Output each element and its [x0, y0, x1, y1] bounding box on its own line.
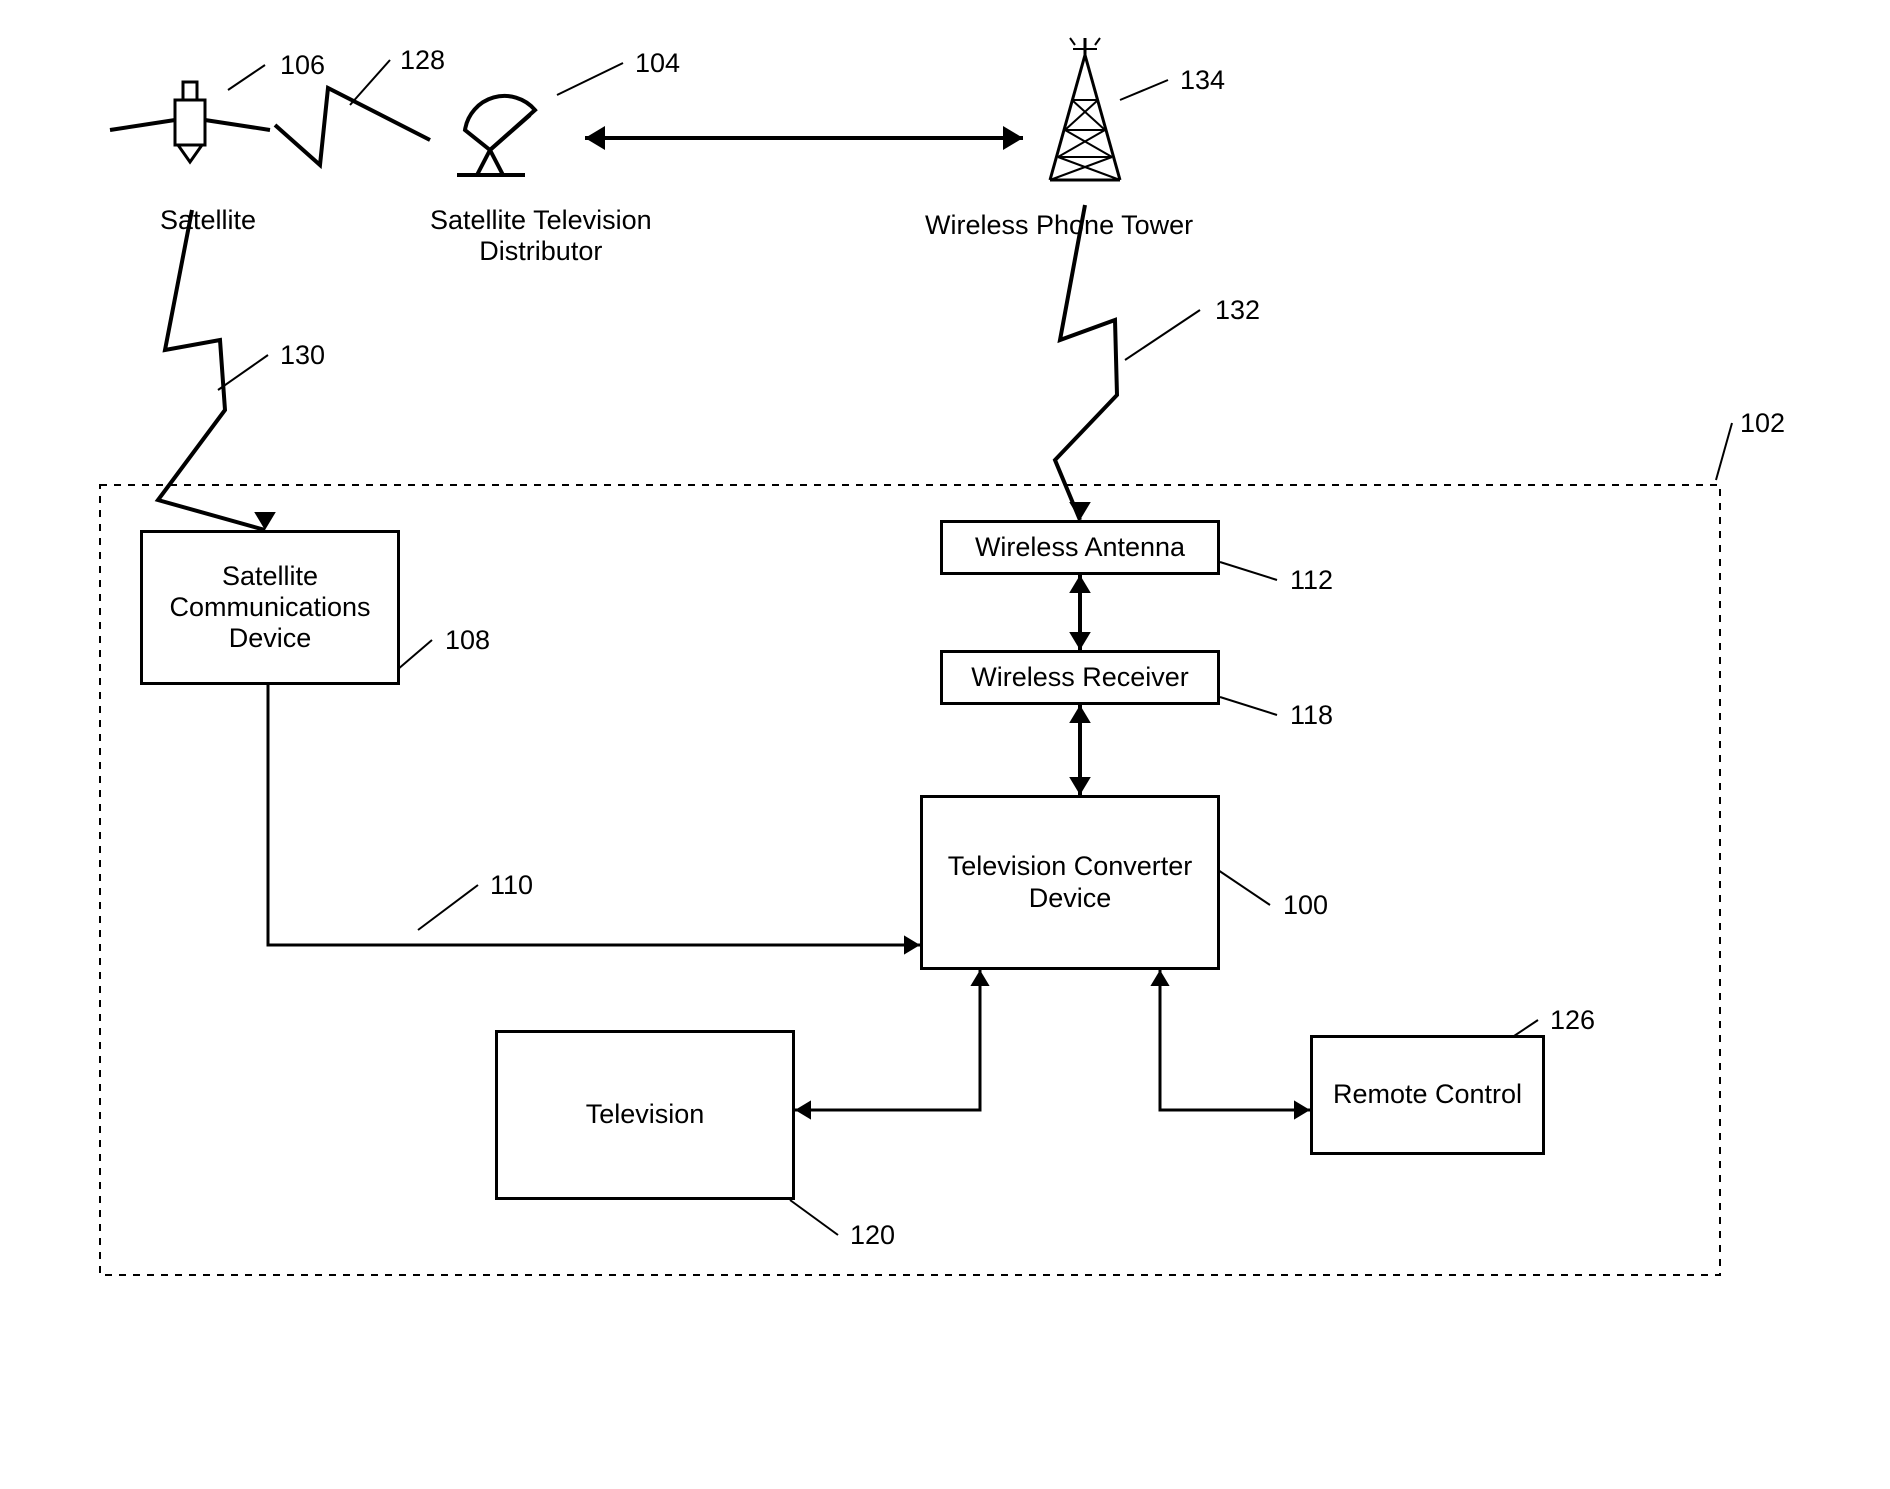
tower-icon	[1025, 35, 1145, 185]
ref-134: 134	[1180, 65, 1225, 96]
ref-102: 102	[1740, 408, 1785, 439]
node-television: Television	[495, 1030, 795, 1200]
icon-label-satellite: Satellite	[160, 205, 256, 236]
node-label-sat_comms: Satellite Communications Device	[143, 561, 397, 654]
node-converter: Television Converter Device	[920, 795, 1220, 970]
ref-104: 104	[635, 48, 680, 79]
node-wireless_rx: Wireless Receiver	[940, 650, 1220, 705]
ref-118: 118	[1290, 700, 1333, 731]
node-label-television: Television	[586, 1099, 705, 1130]
icon-label-tower: Wireless Phone Tower	[925, 210, 1193, 241]
icon-label-distributor: Satellite Television Distributor	[430, 205, 652, 267]
node-label-wireless_rx: Wireless Receiver	[971, 662, 1189, 693]
ref-108: 108	[445, 625, 490, 656]
dish-icon	[435, 75, 565, 185]
ref-120: 120	[850, 1220, 895, 1251]
ref-106: 106	[280, 50, 325, 81]
node-sat_comms: Satellite Communications Device	[140, 530, 400, 685]
ref-100: 100	[1283, 890, 1328, 921]
ref-112: 112	[1290, 565, 1333, 596]
ref-130: 130	[280, 340, 325, 371]
ref-110: 110	[490, 870, 533, 901]
node-remote: Remote Control	[1310, 1035, 1545, 1155]
ref-132: 132	[1215, 295, 1260, 326]
node-wireless_ant: Wireless Antenna	[940, 520, 1220, 575]
ref-128: 128	[400, 45, 445, 76]
node-label-wireless_ant: Wireless Antenna	[975, 532, 1185, 563]
ref-126: 126	[1550, 1005, 1595, 1036]
satellite-icon	[105, 60, 275, 180]
node-label-remote: Remote Control	[1333, 1079, 1522, 1110]
node-label-converter: Television Converter Device	[923, 851, 1217, 913]
